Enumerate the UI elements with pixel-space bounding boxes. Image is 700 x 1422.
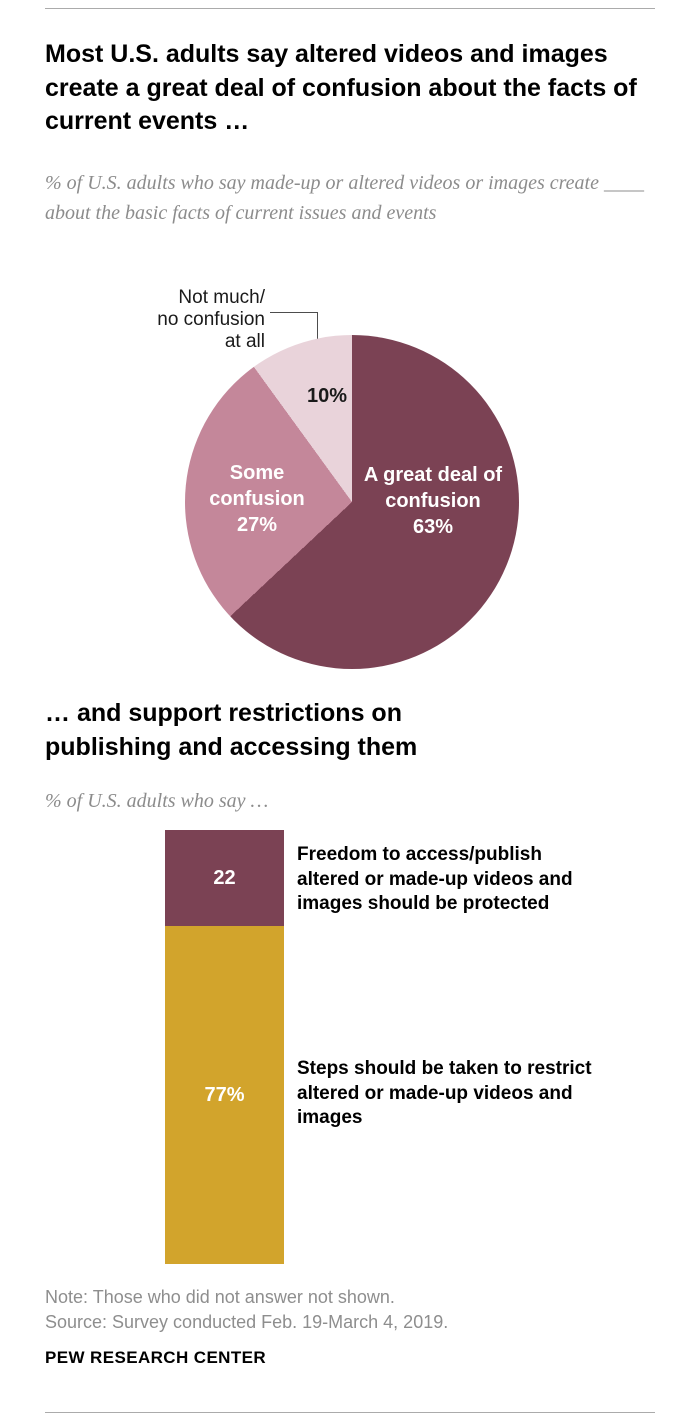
source-text: Source: Survey conducted Feb. 19-March 4… <box>45 1312 449 1332</box>
section-2-subtitle: % of U.S. adults who say … <box>45 790 269 812</box>
top-rule <box>45 8 655 9</box>
bar-segment-description: Freedom to access/publish altered or mad… <box>297 844 573 915</box>
pie-slice-value: 63% <box>412 516 454 538</box>
pie-slice-value: 27% <box>236 514 278 536</box>
bar-segment: 22 <box>165 830 284 927</box>
chart-title: Most U.S. adults say altered videos and … <box>45 40 637 135</box>
bar-segment-description: Steps should be taken to restrict altere… <box>297 1058 592 1129</box>
pie-slice-label-great-deal: A great deal of confusion 63% <box>358 462 508 540</box>
stacked-bar: 22 77% <box>165 830 284 1264</box>
pie-slice-text: A great deal of confusion <box>363 464 503 512</box>
section-2-title: … and support restrictions on publishing… <box>45 699 418 761</box>
pie-slice-text: Some confusion <box>209 462 305 510</box>
pie-slice-value-not-much: 10% <box>306 385 348 407</box>
pie-slice-label-some-confusion: Some confusion 27% <box>192 460 322 538</box>
footnotes: Note: Those who did not answer not shown… <box>45 1285 645 1335</box>
bar-value-label: 22 <box>213 866 236 889</box>
chart-subtitle: % of U.S. adults who say made-up or alte… <box>45 172 644 224</box>
note-text: Note: Those who did not answer not shown… <box>45 1287 395 1307</box>
pie-callout-label: Not much/ no confusion at all <box>157 287 265 352</box>
bar-value-label: 77% <box>204 1083 245 1106</box>
bar-segment: 77% <box>165 926 284 1264</box>
bottom-rule <box>45 1412 655 1413</box>
brand-wordmark: PEW RESEARCH CENTER <box>45 1348 267 1367</box>
pie-chart <box>185 335 519 669</box>
